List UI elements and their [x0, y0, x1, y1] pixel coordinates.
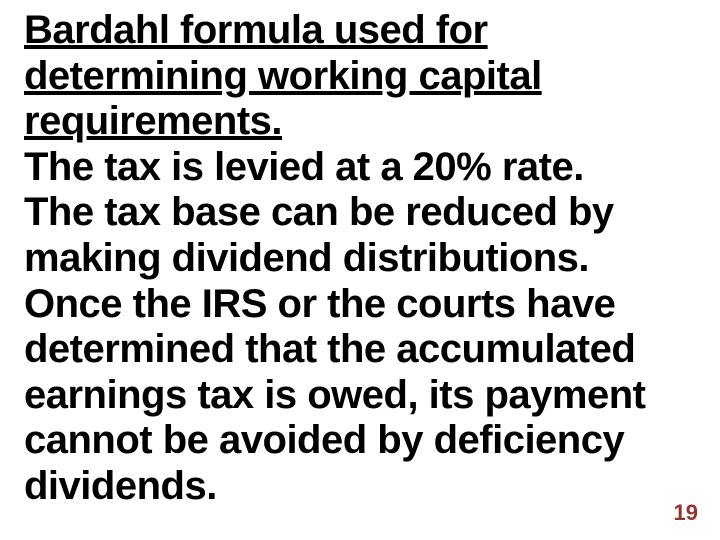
body-paragraph-2: The tax base can be reduced by making di… [24, 190, 696, 281]
page-number: 19 [674, 500, 698, 526]
slide-heading: Bardahl formula used for determining wor… [24, 8, 696, 145]
body-paragraph-1: The tax is levied at a 20% rate. [24, 145, 696, 191]
body-paragraph-3: Once the IRS or the courts have determin… [24, 282, 696, 510]
slide: Bardahl formula used for determining wor… [0, 0, 720, 540]
